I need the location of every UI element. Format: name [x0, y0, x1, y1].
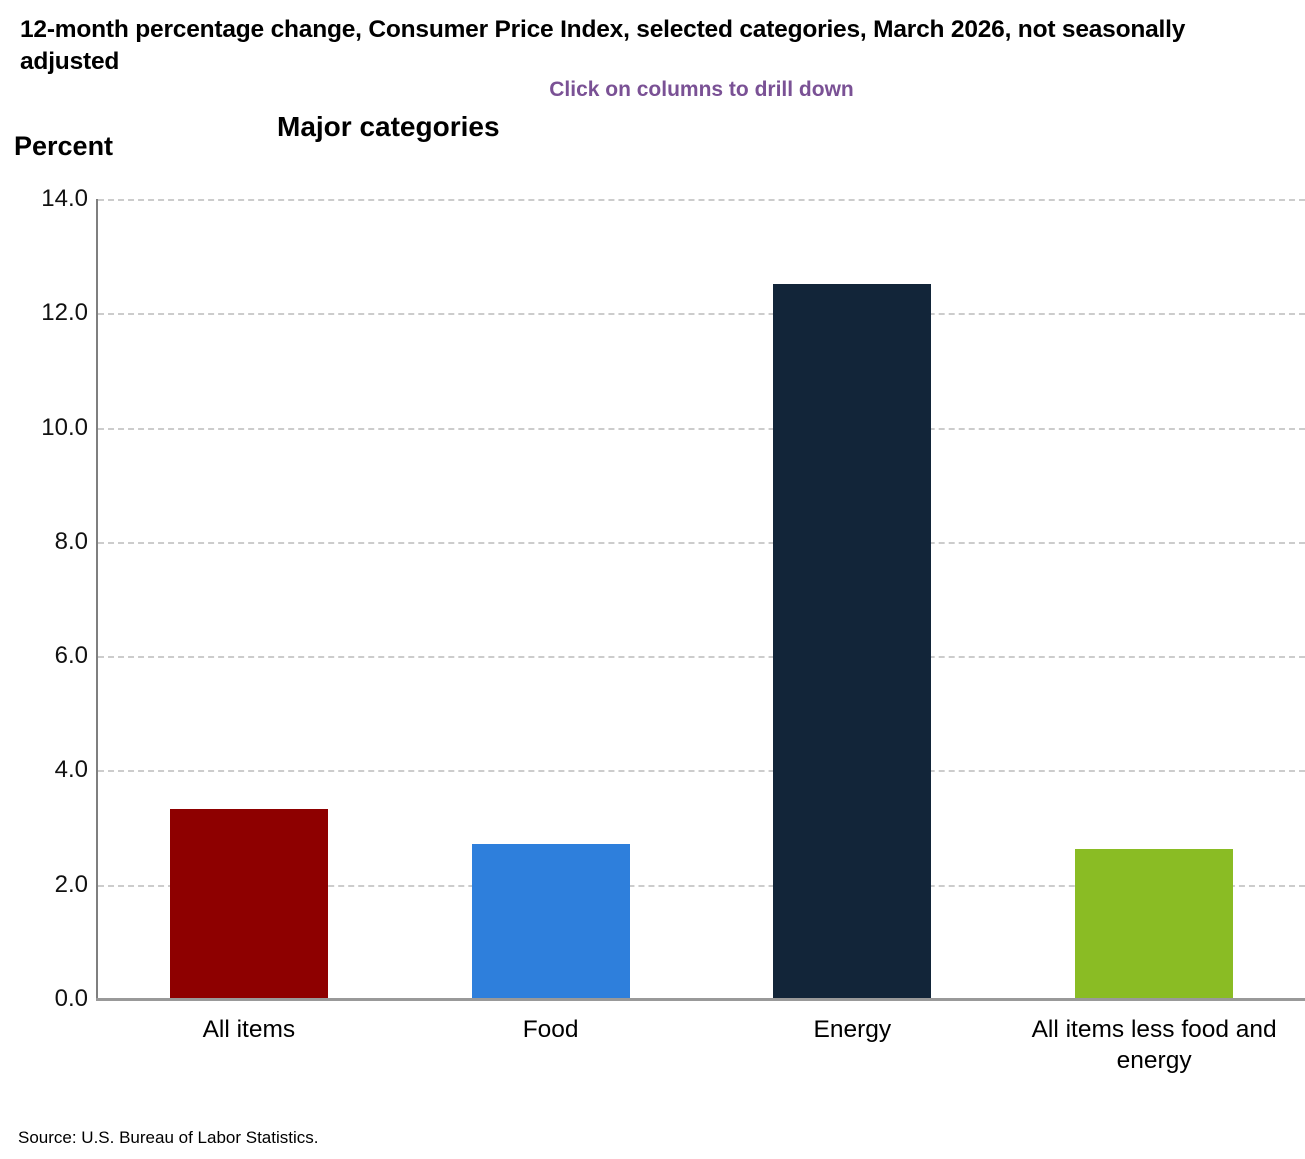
gridline-4.0: [98, 770, 1305, 773]
drill-down-hint: Click on columns to drill down: [549, 78, 854, 101]
gridline-12.0: [98, 313, 1305, 316]
y-axis-tick-label: 14.0: [41, 185, 88, 212]
y-axis-tick-label: 10.0: [41, 413, 88, 441]
x-axis-category-label-energy: Energy: [813, 1016, 892, 1043]
gridline-8.0: [98, 541, 1305, 544]
y-axis-tick-label: 0.0: [54, 985, 88, 1012]
bar-all-items-less-food-and-energy[interactable]: [1075, 849, 1234, 998]
y-axis-tick-label: 4.0: [54, 756, 88, 784]
y-axis-line: [96, 199, 98, 999]
gridline-14.0: [98, 199, 1305, 201]
x-axis-line: [96, 998, 1305, 1001]
bar-food[interactable]: [471, 843, 630, 998]
page-title: 12-month percentage change, Consumer Pri…: [20, 16, 1186, 76]
y-axis-tick-label: 6.0: [54, 642, 88, 670]
gridline-2.0: [98, 884, 1305, 887]
y-axis-unit-label: Percent: [14, 131, 114, 161]
bar-energy[interactable]: [773, 283, 932, 998]
bar-all-items[interactable]: [169, 809, 328, 998]
gridline-10.0: [98, 427, 1305, 430]
chart-heading: Major categories: [277, 111, 500, 142]
plot-area: 0.0 2.0 4.0 6.0 8.0 10.0 12.0 14.0 All items Food…: [41, 185, 1305, 1074]
y-axis-tick-label: 2.0: [54, 870, 88, 898]
y-axis-tick-label: 12.0: [41, 299, 88, 327]
x-axis-category-label-food: Food: [522, 1016, 579, 1043]
x-axis-category-label-all-items: All items: [202, 1016, 296, 1043]
source-note: Source: U.S. Bureau of Labor Statistics.: [18, 1128, 319, 1147]
gridline-6.0: [98, 656, 1305, 659]
y-axis-tick-label: 8.0: [54, 527, 88, 555]
x-axis-category-label-all-items-less-food-and-energy: All items less food and energy: [1031, 1016, 1277, 1074]
